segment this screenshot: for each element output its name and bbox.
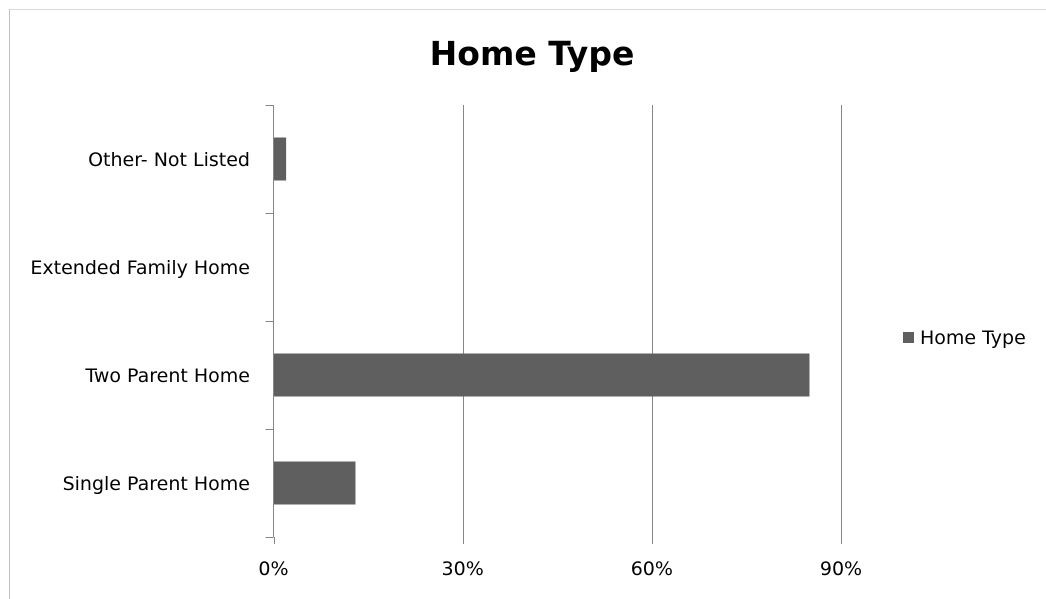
category-label-0: Single Parent Home	[63, 473, 250, 495]
gridlines	[463, 105, 842, 537]
x-tick-label-1: 30%	[442, 558, 484, 580]
x-tick-label-0: 0%	[258, 558, 288, 580]
bar-single-parent-home	[273, 461, 356, 505]
x-tick-label-3: 90%	[820, 558, 862, 580]
legend-swatch	[903, 332, 914, 343]
axis-ticks	[265, 105, 842, 544]
bars	[273, 137, 810, 505]
bar-other-not-listed	[273, 137, 287, 181]
bar-two-parent-home	[273, 353, 810, 397]
tick-labels: 0% 30% 60% 90%	[258, 558, 862, 580]
category-label-3: Other- Not Listed	[88, 149, 250, 171]
chart-title: Home Type	[430, 34, 635, 73]
legend: Home Type	[903, 327, 1026, 349]
category-labels: Single Parent Home Two Parent Home Extende…	[30, 149, 250, 495]
x-tick-label-2: 60%	[631, 558, 673, 580]
category-label-2: Extended Family Home	[30, 257, 250, 279]
chart-frame	[9, 9, 1046, 599]
category-label-1: Two Parent Home	[84, 365, 250, 387]
legend-label: Home Type	[920, 327, 1026, 349]
